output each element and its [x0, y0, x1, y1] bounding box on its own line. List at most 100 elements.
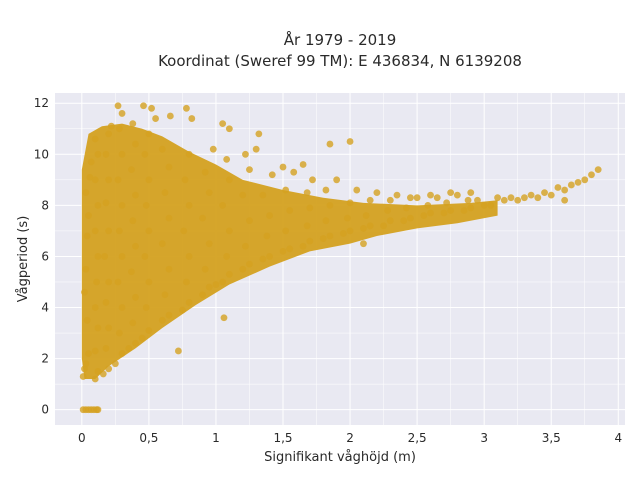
scatter-point	[303, 222, 311, 230]
scatter-point	[427, 191, 434, 199]
scatter-point	[91, 375, 99, 383]
scatter-point	[239, 265, 247, 273]
scatter-point	[105, 278, 113, 286]
scatter-point	[205, 283, 213, 291]
scatter-point	[225, 176, 233, 184]
scatter-point	[180, 227, 188, 235]
scatter-point	[541, 189, 548, 197]
scatter-point	[242, 242, 249, 250]
scatter-point	[183, 104, 190, 112]
scatter-point	[386, 217, 394, 225]
scatter-point	[105, 130, 113, 138]
scatter-point	[467, 204, 475, 212]
scatter-point	[94, 406, 102, 414]
x-tick-label: 0	[78, 431, 86, 445]
scatter-point	[299, 161, 307, 168]
scatter-point	[246, 166, 253, 174]
scatter-point	[286, 207, 294, 214]
scatter-point	[326, 140, 334, 148]
scatter-point	[474, 196, 481, 204]
scatter-point	[507, 194, 515, 202]
scatter-point	[128, 166, 135, 174]
x-axis-label: Signifikant våghöjd (m)	[264, 450, 416, 465]
scatter-point	[366, 222, 374, 230]
scatter-point	[343, 214, 351, 222]
scatter-point	[400, 217, 408, 225]
y-tick-label: 2	[41, 352, 49, 366]
scatter-point	[158, 240, 166, 248]
scatter-point	[161, 291, 169, 299]
scatter-point	[333, 176, 341, 184]
scatter-point	[242, 150, 249, 158]
scatter-point	[82, 189, 90, 197]
scatter-point	[188, 115, 196, 122]
scatter-point	[319, 235, 327, 242]
scatter-point	[129, 217, 137, 225]
scatter-point	[79, 373, 87, 380]
scatter-point	[413, 194, 421, 202]
scatter-point	[282, 227, 290, 235]
x-tick-labels: 0 0,5 1 1,5 2 2,5 3 3,5 4	[78, 431, 622, 445]
scatter-point	[561, 186, 569, 194]
scatter-point	[373, 189, 381, 197]
y-tick-label: 12	[34, 96, 49, 110]
scatter-point	[326, 201, 334, 209]
x-tick-label: 1	[212, 431, 220, 445]
scatter-point	[82, 360, 90, 368]
scatter-point	[94, 201, 102, 209]
y-tick-labels: 0 2 4 6 8 10 12	[34, 96, 49, 416]
scatter-point	[115, 227, 123, 235]
scatter-point	[102, 299, 110, 306]
scatter-point	[266, 212, 273, 219]
scatter-point	[362, 212, 370, 219]
scatter-point	[360, 224, 367, 232]
scatter-point	[83, 232, 91, 240]
scatter-point	[165, 163, 173, 171]
scatter-point	[142, 304, 150, 311]
x-tick-label: 2	[346, 431, 354, 445]
scatter-point	[185, 299, 193, 306]
scatter-point	[407, 214, 414, 222]
scatter-point	[107, 122, 115, 130]
scatter-point	[101, 253, 109, 260]
scatter-point	[129, 319, 137, 327]
scatter-point	[142, 201, 150, 209]
y-tick-label: 4	[41, 301, 49, 315]
scatter-point	[574, 178, 582, 186]
scatter-point	[102, 344, 110, 352]
scatter-point	[480, 201, 488, 209]
x-tick-label: 1,5	[273, 431, 292, 445]
scatter-point	[105, 227, 113, 235]
scatter-point	[91, 176, 99, 184]
scatter-point	[447, 207, 455, 214]
scatter-point	[427, 209, 434, 217]
scatter-point	[85, 212, 92, 219]
scatter-point	[81, 288, 88, 296]
scatter-point	[263, 232, 271, 240]
scatter-point	[290, 168, 298, 176]
scatter-point	[440, 209, 448, 217]
scatter-point	[268, 171, 276, 179]
scatter-point	[165, 311, 173, 319]
scatter-point	[447, 189, 455, 197]
scatter-point	[547, 191, 555, 199]
scatter-point	[205, 189, 213, 197]
scatter-point	[83, 316, 91, 324]
scatter-point	[223, 253, 231, 260]
scatter-point	[174, 347, 182, 355]
scatter-point	[225, 125, 233, 133]
scatter-point	[132, 140, 139, 148]
scatter-point	[402, 204, 410, 212]
x-tick-label: 3	[480, 431, 488, 445]
scatter-point	[588, 171, 595, 179]
scatter-point	[212, 281, 220, 288]
scatter-point	[145, 176, 153, 184]
scatter-point	[141, 150, 149, 158]
scatter-point	[199, 214, 206, 222]
scatter-point	[94, 324, 102, 332]
scatter-point	[158, 316, 166, 324]
scatter-point	[118, 304, 126, 311]
scatter-point	[99, 370, 107, 378]
scatter-point	[105, 365, 113, 373]
